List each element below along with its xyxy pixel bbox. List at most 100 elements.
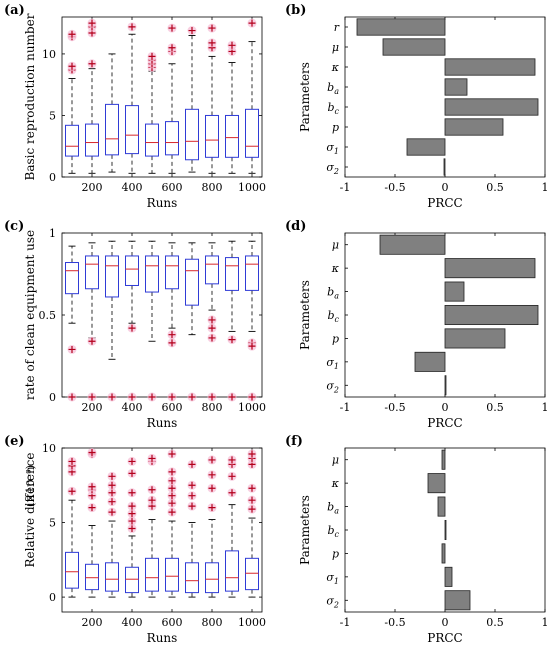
panel-tag: (c) xyxy=(4,219,24,234)
prcc-bar-b_c xyxy=(444,519,447,541)
outlier-point xyxy=(168,339,176,347)
outlier-point xyxy=(88,337,96,345)
y-tick-label: 0.5 xyxy=(39,309,57,322)
panel-tag: (b) xyxy=(285,3,306,18)
outlier-point xyxy=(128,510,136,518)
panel-tag: (f) xyxy=(285,434,303,449)
outlier-point xyxy=(128,393,136,401)
prcc-panel-5: -1 -0.5 0 0.5 1 μκ ba bc p σ1 σ2 PRCC Parameters (f) xyxy=(285,434,549,645)
prcc-bar-σ_1 xyxy=(444,566,453,587)
x-tick-label: -0.5 xyxy=(384,181,405,194)
x-tick-label: -0.5 xyxy=(384,401,405,414)
box-400 xyxy=(125,240,139,402)
box-200 xyxy=(85,18,99,174)
x-tick-label: 400 xyxy=(122,401,143,414)
parameter-label: κ xyxy=(331,477,340,490)
iqr-box xyxy=(145,255,159,293)
x-tick-label: 0 xyxy=(442,401,449,414)
box-500 xyxy=(145,240,159,402)
parameter-label: bc xyxy=(327,309,339,324)
x-tick-label: 800 xyxy=(202,616,223,629)
prcc-bar-b_a xyxy=(437,496,446,517)
outlier-point xyxy=(228,41,236,49)
outlier-point xyxy=(68,30,76,38)
prcc-bar-b_c xyxy=(444,304,539,326)
outlier-point xyxy=(188,492,196,500)
outlier-point xyxy=(68,393,76,401)
outlier-point xyxy=(228,336,236,344)
x-tick-label: 600 xyxy=(162,181,183,194)
outlier-point xyxy=(248,342,256,350)
iqr-box xyxy=(245,255,259,291)
prcc-bar-μ xyxy=(441,449,446,470)
parameter-label: bc xyxy=(327,101,339,116)
box-400 xyxy=(125,22,139,174)
outlier-point xyxy=(68,487,76,495)
prcc-bar-μ xyxy=(379,234,446,255)
outlier-point xyxy=(88,60,96,68)
parameter-label: μ xyxy=(332,41,339,54)
x-tick-label: -0.5 xyxy=(384,616,405,629)
outlier-point xyxy=(208,393,216,401)
y-axis-label: Parameters xyxy=(298,495,312,565)
outlier-point xyxy=(148,454,156,462)
box-200 xyxy=(85,242,99,402)
box-600 xyxy=(165,23,179,174)
boxplot-panel-2: 0 0.5 1 200 400 600 800 1000 Runs rate of clean e… xyxy=(4,219,266,430)
outlier-point xyxy=(68,457,76,465)
outlier-point xyxy=(168,492,176,500)
iqr-box xyxy=(225,114,239,158)
outlier-point xyxy=(128,469,136,477)
outlier-point xyxy=(248,393,256,401)
prcc-bar-σ_1 xyxy=(414,351,446,372)
iqr-box xyxy=(205,114,219,158)
outlier-point xyxy=(228,456,236,464)
outlier-point xyxy=(168,508,176,516)
parameter-label: κ xyxy=(331,61,340,74)
outlier-point xyxy=(88,504,96,512)
parameter-label: σ1 xyxy=(326,356,339,371)
prcc-bar-σ_2 xyxy=(444,375,447,396)
panel-tag: (d) xyxy=(285,219,306,234)
boxplot-panel-0: 0 5 10 200 400 600 800 1000 Runs Basic reproducti… xyxy=(4,3,266,210)
outlier-point xyxy=(108,489,116,497)
x-tick-label: 400 xyxy=(122,181,143,194)
box-500 xyxy=(145,453,159,598)
box-300 xyxy=(105,240,119,402)
outlier-point xyxy=(128,517,136,525)
outlier-point xyxy=(168,468,176,476)
parameter-label: ba xyxy=(327,501,339,516)
outlier-point xyxy=(228,472,236,480)
y-tick-label: 5 xyxy=(49,517,56,530)
outlier-point xyxy=(88,448,96,456)
outlier-point xyxy=(248,484,256,492)
parameter-label: μ xyxy=(332,239,339,252)
iqr-box xyxy=(245,108,259,158)
iqr-box xyxy=(65,262,79,295)
outlier-point xyxy=(188,460,196,468)
parameter-label: σ2 xyxy=(326,161,339,176)
outlier-point xyxy=(248,450,256,458)
outlier-point xyxy=(168,450,176,458)
outlier-point xyxy=(228,393,236,401)
outlier-point xyxy=(108,393,116,401)
outlier-point xyxy=(208,471,216,479)
prcc-bar-b_a xyxy=(444,78,468,96)
outlier-point xyxy=(168,331,176,339)
parameter-label: p xyxy=(332,121,339,134)
prcc-bar-κ xyxy=(444,58,536,76)
box-600 xyxy=(165,242,179,402)
iqr-box xyxy=(85,255,99,290)
x-tick-label: 0 xyxy=(442,616,449,629)
prcc-bar-σ_2 xyxy=(443,158,446,176)
x-tick-label: 200 xyxy=(82,401,103,414)
parameter-label: σ1 xyxy=(326,571,339,586)
iqr-box xyxy=(85,563,99,591)
outlier-point xyxy=(228,489,236,497)
outlier-point xyxy=(88,393,96,401)
iqr-box xyxy=(185,562,199,594)
x-tick-label: 1 xyxy=(542,181,549,194)
outlier-point xyxy=(88,19,96,27)
outlier-point xyxy=(248,19,256,27)
iqr-box xyxy=(65,124,79,157)
